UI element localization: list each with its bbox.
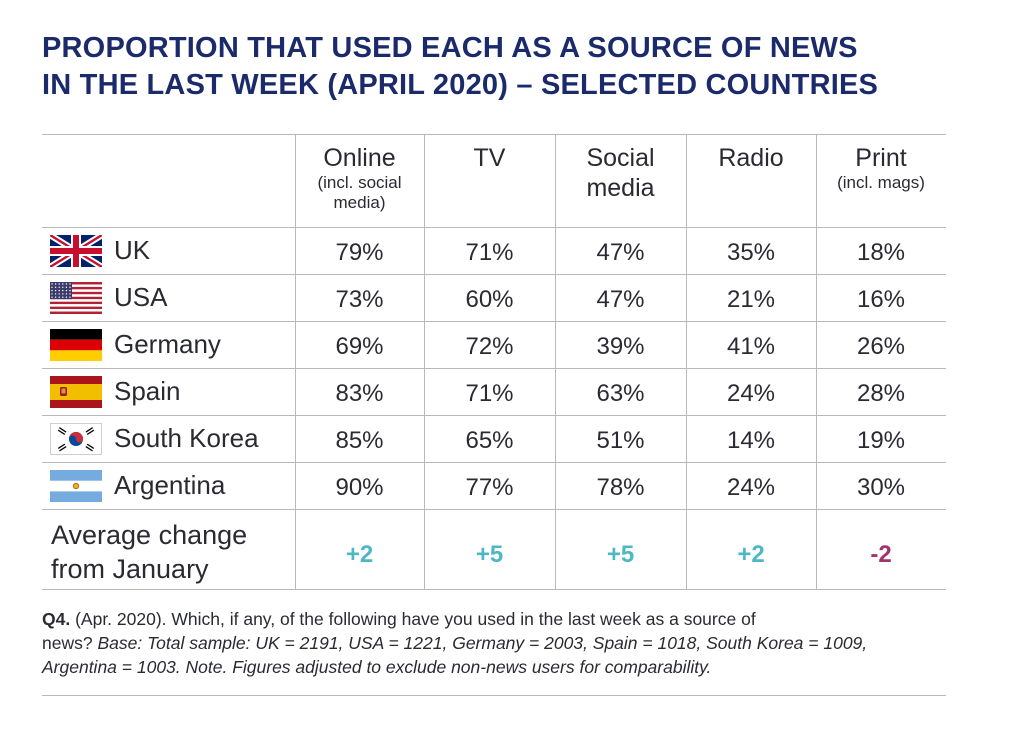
table-cell-value: 65% (465, 426, 514, 454)
table-cell-value: 72% (465, 332, 514, 360)
table-cell-value: 28% (856, 379, 906, 407)
column-header-label: Online (323, 144, 396, 172)
country-name: Spain (114, 376, 181, 406)
average-change-value: -2 (870, 541, 892, 568)
average-change-label-line-1: Average change (51, 520, 248, 550)
table-cell-value: 35% (726, 238, 776, 266)
south-korea-flag-icon (50, 422, 102, 455)
average-change-value: +2 (737, 541, 765, 568)
column-header-tv: TV (424, 134, 555, 173)
table-cell-value: 19% (856, 426, 906, 454)
table-rule (42, 368, 946, 369)
column-header-sublabel: (incl. mags) (837, 173, 925, 192)
footnote-question-text: (Apr. 2020). Which, if any, of the follo… (70, 609, 756, 629)
column-header-print: Print (incl. mags) (816, 134, 946, 193)
table-cell-value: 47% (596, 238, 645, 266)
table-cell-value: 21% (726, 285, 776, 313)
country-label: Argentina (50, 462, 225, 509)
table-cell-value: 83% (335, 379, 384, 407)
table-cell-value: 79% (335, 238, 384, 266)
footnote-question-end: news? (42, 633, 98, 653)
country-label: South Korea (50, 415, 259, 462)
bottom-rule (42, 695, 946, 696)
average-change-value: +2 (345, 541, 374, 568)
chart-title-line-2: IN THE LAST WEEK (APRIL 2020) – SELECTED… (42, 69, 879, 101)
table-rule (42, 321, 946, 322)
table-cell-value: 14% (726, 426, 776, 454)
column-header-label: Social media (586, 144, 655, 202)
country-label: USA (50, 274, 167, 321)
average-change-value: +5 (475, 541, 504, 568)
country-label: Germany (50, 321, 221, 368)
table-cell-value: 41% (726, 332, 776, 360)
table-cell-value: 60% (465, 285, 514, 313)
column-divider (816, 134, 817, 590)
germany-flag-icon (50, 328, 102, 361)
table-rule (42, 462, 946, 463)
average-change-label: Average change from January (51, 518, 247, 586)
table-rule (42, 509, 946, 510)
column-header-radio: Radio (686, 134, 816, 173)
chart-title: PROPORTION THAT USED EACH AS A SOURCE OF… (42, 30, 982, 104)
uk-flag-icon (50, 234, 102, 267)
footnote-note: Argentina = 1003. Note. Figures adjusted… (42, 657, 712, 677)
table-cell-value: 24% (726, 379, 776, 407)
column-header-online: Online (incl. social media) (295, 134, 424, 213)
table-cell-value: 78% (596, 473, 645, 501)
table-cell-value: 73% (335, 285, 384, 313)
table-rule (42, 415, 946, 416)
column-divider (686, 134, 687, 590)
chart-title-line-1: PROPORTION THAT USED EACH AS A SOURCE OF… (42, 32, 858, 64)
column-header-social-media: Social media (555, 134, 686, 203)
country-name: Argentina (114, 470, 226, 500)
spain-flag-icon (50, 375, 102, 408)
table-cell-value: 77% (465, 473, 514, 501)
average-change-value: +5 (606, 541, 635, 568)
table-rule (42, 589, 946, 590)
average-change-label-line-2: from January (51, 554, 209, 584)
table-cell-value: 85% (335, 426, 384, 454)
country-name: Germany (114, 329, 221, 359)
table-cell-value: 16% (856, 285, 906, 313)
column-header-label: Radio (718, 144, 784, 172)
table-cell-value: 26% (856, 332, 906, 360)
country-label: Spain (50, 368, 181, 415)
table-cell-value: 71% (465, 238, 514, 266)
table-cell-value: 51% (596, 426, 645, 454)
table-cell-value: 24% (726, 473, 776, 501)
column-header-sublabel: (incl. social media) (317, 173, 402, 212)
country-name: South Korea (114, 423, 259, 453)
column-header-label: Print (855, 144, 907, 172)
usa-flag-icon (50, 281, 102, 314)
table-rule (42, 134, 946, 135)
news-source-table: Online (incl. social media) TV Social me… (42, 134, 946, 590)
table-cell-value: 90% (335, 473, 384, 501)
table-rule (42, 227, 946, 228)
column-divider (555, 134, 556, 590)
footnote: Q4. (Apr. 2020). Which, if any, of the f… (42, 607, 972, 679)
table-cell-value: 63% (596, 379, 645, 407)
argentina-flag-icon (50, 469, 102, 502)
table-cell-value: 39% (596, 332, 645, 360)
table-rule (42, 274, 946, 275)
country-name: UK (114, 235, 151, 265)
table-cell-value: 47% (596, 285, 645, 313)
footnote-base: Base: Total sample: UK = 2191, USA = 122… (97, 633, 868, 653)
column-divider (424, 134, 425, 590)
column-divider (295, 134, 296, 590)
table-cell-value: 71% (465, 379, 514, 407)
column-header-label: TV (473, 144, 506, 172)
table-cell-value: 69% (335, 332, 384, 360)
country-name: USA (114, 282, 168, 312)
table-cell-value: 18% (856, 238, 906, 266)
footnote-question-label: Q4. (42, 609, 71, 629)
table-cell-value: 30% (856, 473, 906, 501)
country-label: UK (50, 227, 150, 274)
